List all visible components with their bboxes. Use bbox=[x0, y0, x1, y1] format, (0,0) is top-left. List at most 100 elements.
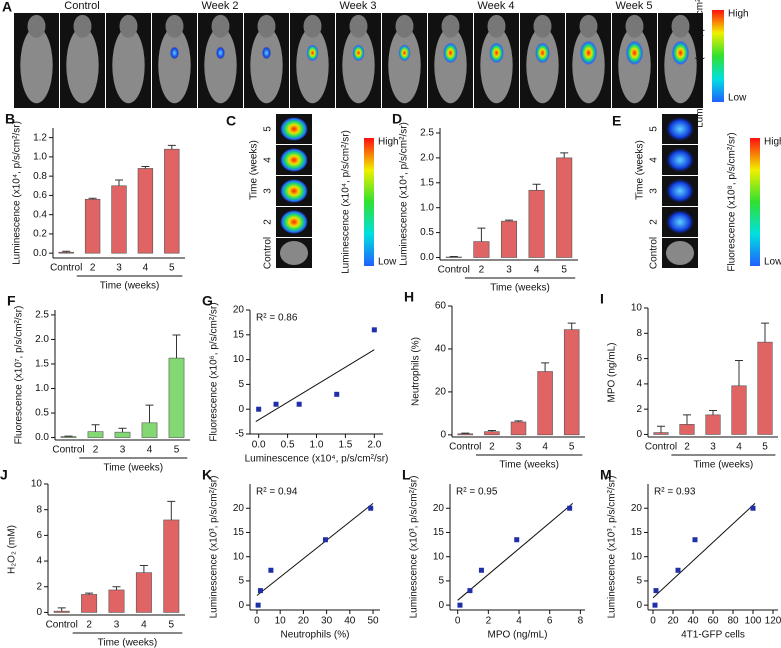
x-tick-label: 30 bbox=[321, 616, 333, 627]
bar bbox=[137, 168, 154, 254]
point bbox=[257, 588, 263, 594]
bar bbox=[556, 157, 573, 258]
signal bbox=[306, 44, 319, 62]
bar bbox=[87, 431, 104, 438]
point bbox=[368, 505, 374, 511]
point bbox=[268, 567, 274, 573]
point bbox=[334, 391, 340, 397]
x-tick-label: 1.5 bbox=[338, 440, 352, 451]
mouse-head bbox=[257, 14, 276, 38]
x-tick-label: 0 bbox=[455, 616, 461, 627]
point bbox=[567, 505, 573, 511]
error-bar bbox=[560, 152, 569, 158]
y-tick-label: 0.2 bbox=[33, 229, 47, 240]
error-bar bbox=[91, 424, 100, 432]
colorbar-title: Fluorescence (x10⁸, p/s/cm²/sr) bbox=[727, 132, 738, 271]
y-tick-label: 5 bbox=[238, 379, 244, 390]
error-bar bbox=[172, 334, 181, 359]
error-bar bbox=[118, 427, 127, 433]
x-tick-label: 3 bbox=[516, 442, 522, 453]
tumor bbox=[280, 241, 308, 265]
x-tick-label: 0 bbox=[650, 616, 656, 627]
error-bar bbox=[541, 362, 550, 372]
panel-label: M bbox=[600, 467, 612, 483]
x-tick-label: 5 bbox=[561, 265, 567, 276]
error-bar bbox=[57, 607, 66, 612]
group-label: Week 2 bbox=[201, 0, 238, 12]
x-axis-label: Time (weeks) bbox=[103, 463, 163, 474]
signal bbox=[443, 42, 458, 64]
signal bbox=[215, 46, 226, 60]
x-tick-label: 3 bbox=[114, 620, 120, 631]
x-tick-label: 2 bbox=[489, 442, 495, 453]
mouse-body bbox=[526, 27, 559, 104]
tumor bbox=[666, 148, 694, 172]
bar bbox=[81, 594, 98, 613]
y-tick-label: 10 bbox=[631, 551, 643, 562]
point bbox=[478, 567, 484, 573]
mouse-head bbox=[27, 14, 46, 38]
y-axis-label: H₂O₂ (mM) bbox=[7, 525, 18, 574]
x-tick-label: 2 bbox=[486, 616, 492, 627]
y-axis-label: Luminescence (x10³, p/s/cm²/sr) bbox=[209, 476, 220, 619]
mouse-body bbox=[158, 27, 191, 104]
panel-label: I bbox=[600, 291, 604, 307]
y-tick-label: 20 bbox=[233, 503, 245, 514]
y-tick-label: 40 bbox=[435, 344, 447, 355]
signal bbox=[625, 40, 644, 66]
x-tick-label: Control bbox=[449, 442, 481, 453]
group-label: Week 5 bbox=[615, 0, 652, 12]
y-tick-label: 0 bbox=[36, 607, 42, 618]
y-tick-label: 1.0 bbox=[35, 383, 49, 394]
point bbox=[675, 567, 681, 573]
colorbar-high: High bbox=[728, 9, 749, 20]
tumor bbox=[666, 117, 694, 141]
x-axis-label: Time (weeks) bbox=[98, 638, 158, 648]
x-tick-label: 0 bbox=[254, 616, 260, 627]
x-tick-label: 5 bbox=[762, 442, 768, 453]
error-bar bbox=[167, 144, 176, 150]
bar bbox=[164, 148, 180, 254]
mouse-head bbox=[441, 14, 460, 38]
point bbox=[256, 406, 262, 412]
panel-label: H bbox=[404, 289, 414, 305]
x-tick-label: 3 bbox=[710, 442, 716, 453]
x-tick-label: 60 bbox=[707, 616, 719, 627]
y-tick-label: 2.5 bbox=[35, 310, 49, 321]
mouse-body bbox=[66, 27, 99, 104]
mouse-body bbox=[388, 27, 421, 104]
colorbar-high: High bbox=[764, 137, 781, 148]
colorbar-title: Luminescence (x10⁴, p/s/cm²/sr) bbox=[695, 0, 706, 128]
bar bbox=[114, 431, 131, 438]
x-tick-label: Control bbox=[645, 442, 677, 453]
panel-label: B bbox=[5, 111, 15, 127]
y-tick-label: 10 bbox=[31, 479, 43, 490]
y-tick-label: 0 bbox=[438, 600, 444, 611]
fit-line bbox=[652, 503, 756, 599]
y-axis-label: Luminescence (x10³, p/s/cm²/sr) bbox=[607, 476, 618, 619]
y-tick-label: 2 bbox=[636, 404, 642, 415]
row-label: 4 bbox=[263, 157, 274, 163]
point bbox=[296, 401, 302, 407]
y-tick-label: 0 bbox=[238, 404, 244, 415]
y-tick-label: 20 bbox=[233, 305, 245, 316]
x-tick-label: 1.0 bbox=[310, 440, 324, 451]
point bbox=[750, 505, 756, 511]
error-bar bbox=[167, 500, 176, 520]
x-axis-label: Luminescence (x10⁴, p/s/cm²/sr) bbox=[245, 454, 389, 465]
tumor bbox=[666, 179, 694, 203]
y-tick-label: 0.5 bbox=[35, 408, 49, 419]
bar bbox=[60, 436, 77, 438]
colorbar bbox=[750, 138, 760, 266]
mouse-head bbox=[487, 14, 506, 38]
y-tick-label: 0.8 bbox=[33, 171, 47, 182]
bar bbox=[108, 589, 125, 613]
y-tick-label: 2.0 bbox=[35, 334, 49, 345]
error-bar bbox=[139, 565, 148, 573]
group-label: Week 3 bbox=[339, 0, 376, 12]
x-tick-label: 4 bbox=[534, 265, 540, 276]
row-label: 3 bbox=[263, 188, 274, 194]
bar bbox=[163, 519, 180, 613]
